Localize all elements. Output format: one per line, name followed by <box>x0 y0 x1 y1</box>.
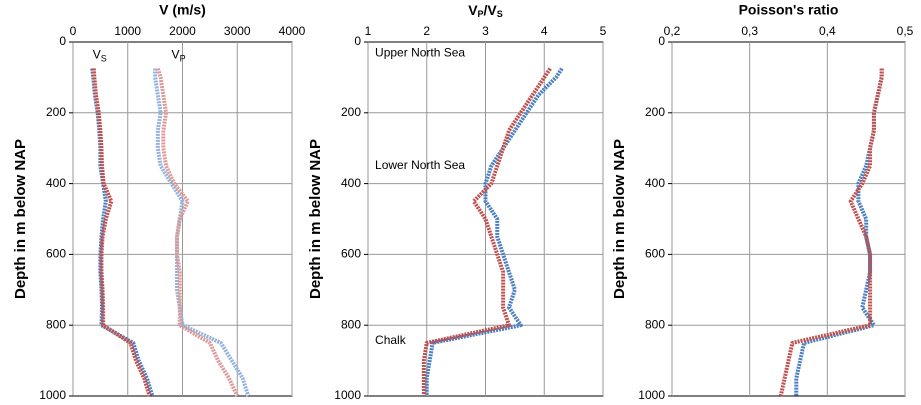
x-tick-label: 3 <box>482 24 489 38</box>
annotation: Upper North Sea <box>375 45 465 59</box>
chart-title: Poisson's ratio <box>739 2 839 18</box>
subscript: P <box>478 9 484 19</box>
x-tick-label: 0 <box>70 24 77 38</box>
x-tick-label: 0,4 <box>819 24 836 38</box>
x-tick-label: 4 <box>541 24 548 38</box>
y-tick-label: 800 <box>645 317 665 331</box>
y-tick-label: 0 <box>658 34 665 48</box>
y-tick-label: 600 <box>46 247 66 261</box>
data-line <box>778 68 884 397</box>
data-line <box>421 67 552 396</box>
y-tick-label: 400 <box>46 176 66 190</box>
plot-area <box>671 41 906 397</box>
y-tick-label: 400 <box>341 176 361 190</box>
y-tick-label: 200 <box>341 105 361 119</box>
y-tick-label: 0 <box>354 34 361 48</box>
annotation: VS <box>93 48 107 64</box>
text-part: Chalk <box>375 333 407 347</box>
annotation: VP <box>172 48 186 64</box>
x-tick-label: 1 <box>365 24 372 38</box>
y-tick-label: 400 <box>645 176 665 190</box>
x-tick-label: 2 <box>423 24 430 38</box>
panel: 0,2 0,3 0,4 0,5 0 200 400 600 800 1000 Poisson's r… <box>611 2 914 402</box>
y-tick-label: 1000 <box>334 388 361 402</box>
x-tick-label: 1000 <box>114 24 141 38</box>
y-tick-label: 1000 <box>638 388 665 402</box>
x-tick-label: 3000 <box>224 24 251 38</box>
subscript: P <box>180 54 186 64</box>
data-line <box>155 67 240 397</box>
x-tick-label: 0,2 <box>664 24 681 38</box>
y-axis-label: Depth in m below NAP <box>611 139 628 299</box>
x-tick-label: 2000 <box>169 24 196 38</box>
chart-title: V (m/s) <box>159 2 206 18</box>
data-line <box>153 68 251 397</box>
y-tick-label: 1000 <box>39 388 66 402</box>
subscript: S <box>497 9 503 19</box>
chart-title: VP/VS <box>468 2 503 20</box>
y-tick-label: 0 <box>59 34 66 48</box>
y-tick-label: 800 <box>341 317 361 331</box>
text-part: V <box>468 2 478 18</box>
y-tick-label: 600 <box>341 247 361 261</box>
annotation: Chalk <box>375 333 407 347</box>
x-tick-label: 4000 <box>279 24 306 38</box>
data-line <box>794 68 884 396</box>
panel: 0 1000 2000 3000 4000 0 200 400 600 800 1000 V (m/s… <box>12 2 306 402</box>
y-tick-label: 800 <box>46 317 66 331</box>
text-part: V <box>172 48 180 62</box>
x-tick-label: 0,3 <box>741 24 758 38</box>
text-part: Lower North Sea <box>375 158 465 172</box>
y-tick-label: 200 <box>46 105 66 119</box>
text-part: /V <box>484 2 498 18</box>
y-axis-label: Depth in m below NAP <box>307 139 324 299</box>
y-tick-label: 200 <box>645 105 665 119</box>
subscript: S <box>101 54 107 64</box>
y-axis-label: Depth in m below NAP <box>12 139 29 299</box>
text-part: V <box>93 48 101 62</box>
x-tick-label: 5 <box>600 24 607 38</box>
panel: 1 2 3 4 5 0 200 400 600 800 1000 VP/VS Depth in m be… <box>307 2 607 402</box>
x-tick-label: 0,5 <box>897 24 914 38</box>
y-tick-label: 600 <box>645 247 665 261</box>
data-line <box>91 68 152 397</box>
data-line <box>90 68 155 397</box>
data-line <box>424 67 564 396</box>
text-part: Upper North Sea <box>375 45 465 59</box>
annotation: Lower North Sea <box>375 158 465 172</box>
